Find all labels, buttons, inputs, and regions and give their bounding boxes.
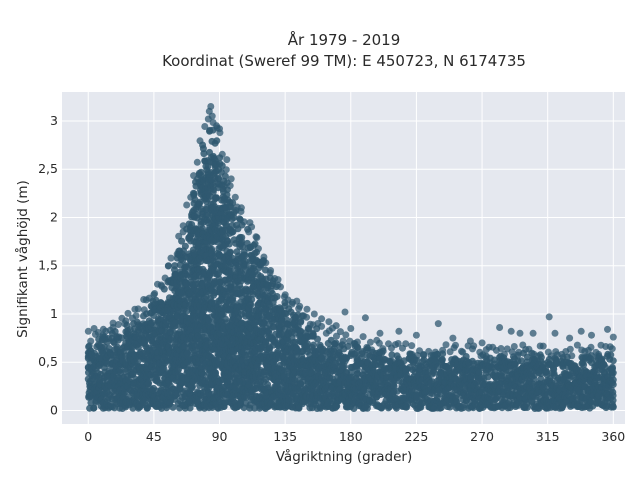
scatter-point — [430, 369, 438, 377]
scatter-point — [530, 375, 538, 383]
scatter-point — [208, 247, 216, 255]
scatter-point — [331, 340, 339, 348]
scatter-point — [215, 174, 222, 182]
scatter-point — [169, 403, 177, 411]
scatter-point — [200, 371, 207, 379]
scatter-point — [361, 386, 369, 394]
scatter-point — [559, 401, 567, 409]
scatter-point — [213, 137, 221, 145]
scatter-point — [388, 351, 396, 359]
scatter-point — [517, 357, 525, 365]
scatter-point — [230, 214, 238, 221]
scatter-point — [241, 251, 249, 259]
scatter-point — [159, 365, 167, 373]
scatter-point — [314, 335, 321, 343]
scatter-point — [543, 368, 550, 376]
scatter-point — [247, 301, 255, 309]
scatter-point — [238, 238, 246, 246]
scatter-point — [353, 365, 361, 373]
scatter-point — [186, 404, 194, 412]
scatter-point — [438, 356, 446, 364]
scatter-point — [174, 312, 182, 320]
scatter-point — [145, 380, 152, 387]
scatter-point — [252, 385, 259, 393]
scatter-point — [303, 342, 311, 350]
scatter-point — [297, 318, 305, 326]
scatter-point — [199, 145, 207, 153]
scatter-point — [188, 221, 196, 228]
scatter-point — [227, 203, 235, 211]
scatter-point — [221, 172, 229, 180]
scatter-point — [344, 342, 352, 350]
scatter-point — [171, 262, 179, 270]
scatter-point — [310, 341, 318, 349]
scatter-point — [209, 152, 217, 160]
scatter-point — [114, 343, 121, 351]
scatter-point — [226, 248, 234, 256]
scatter-point — [273, 293, 281, 300]
scatter-point — [352, 349, 360, 357]
scatter-point — [212, 369, 220, 377]
scatter-point — [225, 240, 233, 248]
scatter-points — [84, 103, 617, 412]
scatter-point — [248, 296, 256, 303]
scatter-point — [267, 287, 275, 295]
scatter-point — [340, 362, 348, 370]
scatter-point — [90, 404, 98, 412]
scatter-point — [350, 405, 358, 412]
scatter-point — [580, 361, 588, 369]
scatter-point — [196, 198, 204, 206]
scatter-point — [475, 368, 483, 376]
scatter-point — [246, 404, 254, 412]
scatter-point — [432, 357, 440, 365]
